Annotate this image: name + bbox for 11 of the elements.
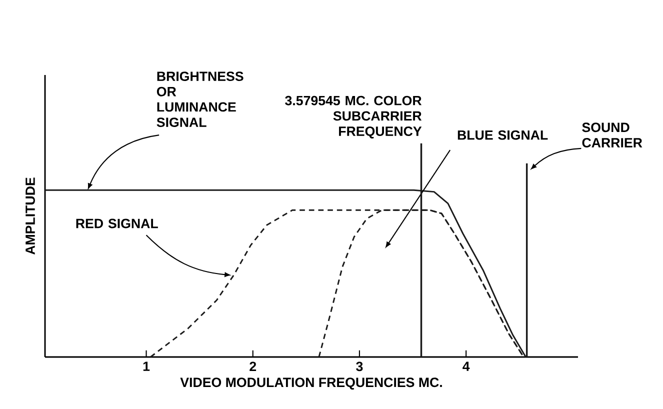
x-tick-label: 1 [143, 362, 150, 371]
x-tick-label: 2 [250, 362, 256, 372]
x-tick-label: 4 [462, 362, 470, 371]
x-tick-label: 3 [356, 362, 363, 372]
x-axis-title: VIDEO MODULATION FREQUENCIES MC. [180, 378, 442, 390]
ref-line-label: 3.579545 MC. COLOR SUBCARRIER FREQUENCY [285, 96, 422, 138]
text: BLUE SIGNAL [458, 130, 548, 140]
ref-line-label: SOUND CARRIER [582, 122, 642, 148]
text: BRIGHTNESS OR LUMINANCE SIGNAL [156, 72, 244, 128]
text: RED SIGNAL [76, 218, 158, 228]
y-axis-title: AMPLITUDE [26, 178, 35, 255]
